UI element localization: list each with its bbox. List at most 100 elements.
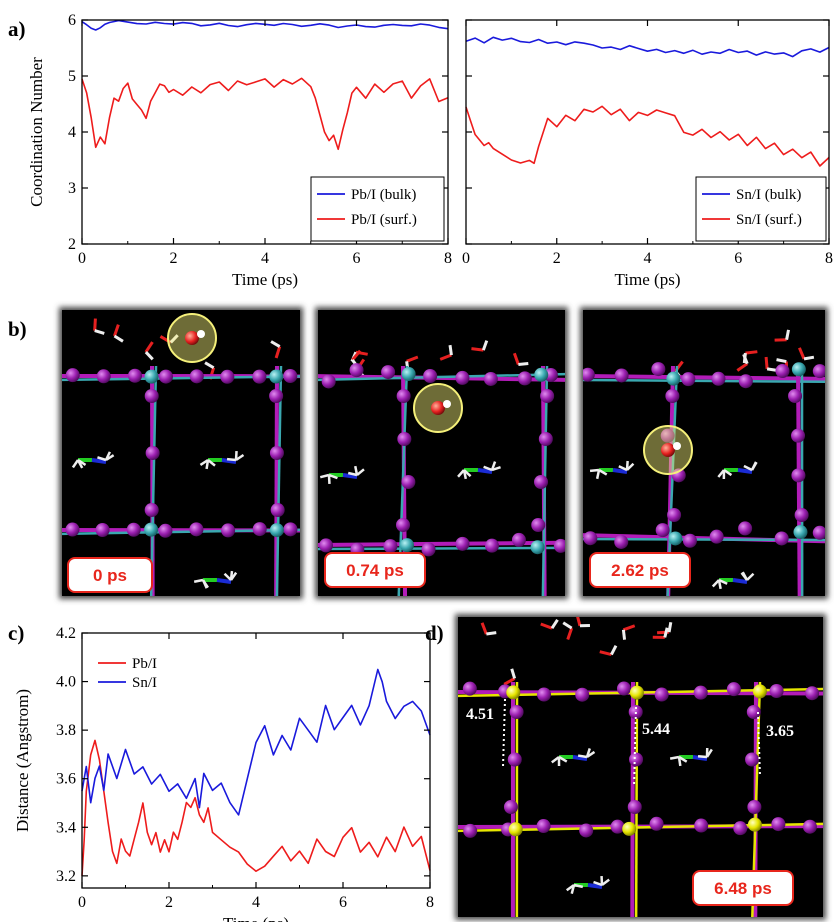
iodine-atom bbox=[629, 752, 644, 767]
iodine-atom bbox=[812, 364, 825, 379]
distance-label-1: 4.51 bbox=[466, 706, 494, 723]
iodine-atom bbox=[158, 523, 173, 538]
iodine-atom bbox=[665, 389, 680, 403]
hydrogen-atom bbox=[197, 330, 205, 338]
iodine-atom bbox=[682, 533, 697, 548]
y-axis-label: Distance (Angstrom) bbox=[13, 689, 32, 832]
iodine-atom bbox=[462, 681, 477, 696]
legend: Sn/I (bulk) Sn/I (surf.) bbox=[695, 176, 827, 242]
iodine-atom bbox=[655, 523, 670, 538]
iodine-atom bbox=[733, 821, 748, 836]
metal-atom bbox=[752, 684, 767, 699]
iodine-atom bbox=[791, 428, 806, 443]
lattice-bond bbox=[796, 365, 802, 596]
x-tick-label: 8 bbox=[426, 894, 434, 911]
cation-bond bbox=[91, 458, 107, 464]
water-bond bbox=[480, 622, 488, 635]
cation-bond bbox=[587, 883, 603, 889]
water-bond bbox=[663, 627, 669, 638]
iodine-atom bbox=[802, 819, 817, 834]
metal-atom bbox=[506, 685, 521, 700]
series-line-2 bbox=[81, 668, 431, 816]
metal-atom bbox=[747, 817, 762, 832]
x-tick-label: 6 bbox=[339, 894, 347, 911]
iodine-atom bbox=[144, 389, 159, 403]
iodine-atom bbox=[709, 529, 724, 544]
y-tick-label: 3.8 bbox=[56, 722, 76, 739]
water-bond bbox=[785, 329, 790, 340]
water-bond bbox=[274, 346, 282, 359]
y-tick-label: 4.2 bbox=[56, 625, 76, 642]
iodine-atom bbox=[270, 503, 285, 517]
cation-h-bond bbox=[76, 459, 84, 469]
cation-h-bond bbox=[750, 461, 758, 471]
water-bond bbox=[510, 668, 517, 679]
metal-atom bbox=[622, 821, 637, 836]
iodine-atom bbox=[667, 508, 682, 522]
iodine-atom bbox=[745, 752, 760, 767]
cation-h-bond bbox=[717, 469, 725, 478]
metal-atom bbox=[629, 685, 644, 700]
y-tick-label: 6 bbox=[68, 12, 76, 29]
distance-line bbox=[633, 706, 637, 788]
y-tick-label: 3.2 bbox=[56, 868, 76, 885]
legend-box bbox=[695, 176, 827, 242]
legend-entry: Sn/I (bulk) bbox=[736, 187, 801, 203]
x-tick-label: 6 bbox=[353, 250, 361, 267]
iodine-atom bbox=[221, 523, 236, 538]
water-bond bbox=[562, 621, 573, 630]
water-bond bbox=[599, 650, 612, 657]
water-bond bbox=[540, 622, 553, 630]
iodine-atom bbox=[189, 522, 204, 537]
cation-h-bond bbox=[457, 469, 465, 478]
cation-h-bond bbox=[593, 880, 603, 887]
cation-bond bbox=[572, 755, 588, 761]
iodine-atom bbox=[383, 539, 398, 554]
legend-entry: Sn/I bbox=[132, 675, 157, 691]
water-bond bbox=[745, 350, 758, 355]
iodine-atom bbox=[812, 525, 825, 540]
iodine-atom bbox=[538, 432, 553, 446]
metal-atom bbox=[269, 369, 284, 384]
cation-h-bond bbox=[618, 465, 628, 472]
iodine-atom bbox=[509, 705, 524, 719]
series-line-2 bbox=[81, 77, 449, 151]
iodine-atom bbox=[144, 503, 159, 517]
cation-h-bond bbox=[565, 883, 575, 892]
metal-atom bbox=[666, 371, 681, 386]
iodine-atom bbox=[649, 816, 664, 831]
snapshot-time-label-d: 6.48 ps bbox=[692, 870, 794, 906]
iodine-atom bbox=[483, 371, 498, 386]
legend-entry: Pb/I bbox=[132, 656, 157, 672]
md-snapshot-d bbox=[455, 614, 826, 920]
iodine-atom bbox=[269, 389, 284, 403]
x-tick-label: 4 bbox=[261, 250, 269, 267]
iodine-atom bbox=[540, 389, 555, 403]
y-tick-label: 3 bbox=[68, 180, 76, 197]
iodine-atom bbox=[517, 371, 532, 386]
cation-h-bond bbox=[105, 454, 115, 462]
water-bond bbox=[798, 347, 806, 360]
iodine-atom bbox=[537, 687, 552, 702]
legend: Pb/I Sn/I bbox=[98, 656, 157, 691]
cation-h-bond bbox=[705, 748, 713, 758]
x-tick-label: 4 bbox=[644, 250, 652, 267]
cation-h-bond bbox=[491, 465, 501, 472]
water-bond bbox=[113, 334, 124, 343]
water-bond bbox=[518, 361, 529, 367]
panel-label-a: a) bbox=[8, 17, 26, 41]
water-bond bbox=[169, 334, 179, 344]
iodine-atom bbox=[583, 531, 598, 546]
series-line-1 bbox=[81, 19, 449, 31]
water-bond bbox=[766, 367, 778, 372]
iodine-atom bbox=[746, 705, 761, 719]
metal-atom bbox=[534, 367, 549, 382]
cation-h-bond bbox=[199, 458, 209, 466]
iodine-atom bbox=[575, 687, 590, 702]
metal-atom bbox=[668, 531, 683, 546]
x-tick-label: 0 bbox=[462, 250, 470, 267]
y-tick-label: 3.6 bbox=[56, 771, 76, 788]
snapshot-background bbox=[458, 617, 823, 917]
cation-bond bbox=[221, 458, 237, 464]
metal-atom bbox=[508, 822, 523, 837]
